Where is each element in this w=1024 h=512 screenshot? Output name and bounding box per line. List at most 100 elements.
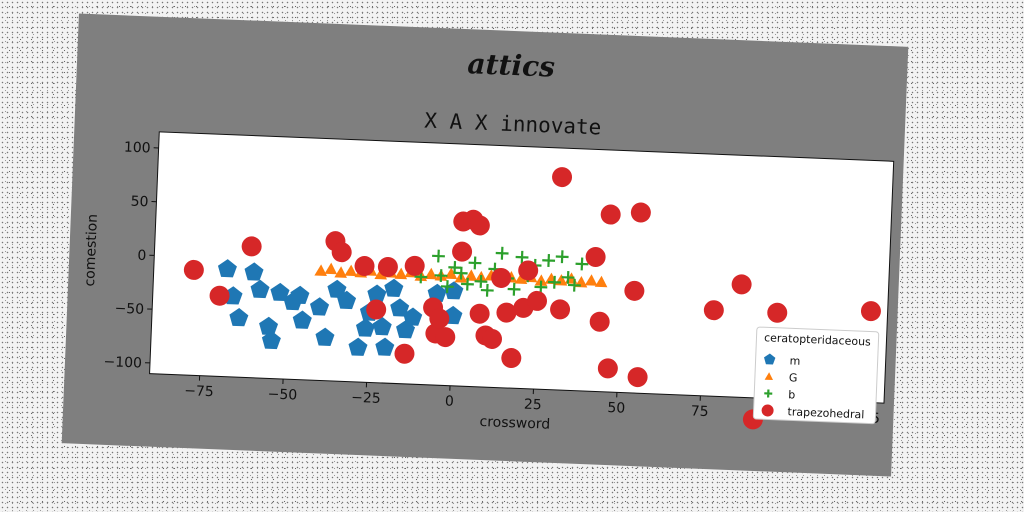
circle-marker <box>209 285 230 306</box>
plus-marker <box>561 270 575 284</box>
data-points <box>183 167 881 430</box>
pentagon-marker <box>261 330 281 350</box>
pentagon-marker <box>348 337 368 356</box>
circle-marker <box>550 299 571 320</box>
pentagon-marker <box>309 297 330 316</box>
triangle-marker <box>314 264 327 277</box>
triangle-marker <box>334 266 347 278</box>
x-tick-label: −50 <box>267 386 297 403</box>
circle-marker <box>404 255 425 276</box>
plus-marker <box>507 282 521 296</box>
circle-marker <box>429 308 450 329</box>
legend-label: m <box>789 354 800 367</box>
circle-marker <box>482 328 503 349</box>
triangle-marker <box>424 267 438 280</box>
plus-marker <box>448 261 462 274</box>
plus-marker <box>480 283 494 297</box>
circle-marker <box>761 404 774 417</box>
y-tick-label: 0 <box>137 248 147 264</box>
y-tick-label: −50 <box>114 301 144 318</box>
circle-marker <box>496 302 517 323</box>
circle-marker <box>589 311 610 332</box>
plus-marker <box>468 256 482 270</box>
plus-marker <box>440 280 454 294</box>
plus-marker <box>534 280 548 294</box>
x-tick-label: 0 <box>445 394 455 410</box>
x-tick-label: −75 <box>184 383 214 400</box>
pentagon-marker <box>259 316 279 336</box>
circle-marker <box>469 303 490 324</box>
pentagon-marker <box>764 353 776 365</box>
pentagon-marker <box>427 283 447 303</box>
legend: ceratopteridaceous mGb trapezohedral <box>752 326 880 425</box>
pentagon-marker <box>292 310 312 329</box>
scatter-chart: attics X A X innovate −75 −50 −25 0 25 50 75 10… <box>82 47 895 433</box>
plus-marker <box>575 257 589 271</box>
x-tick-label: −25 <box>351 390 381 407</box>
circle-marker <box>501 348 522 369</box>
plus-marker <box>555 250 569 264</box>
circle-marker <box>585 247 606 268</box>
triangle-marker <box>324 262 338 275</box>
pentagon-marker <box>290 285 310 305</box>
plus-marker <box>454 266 468 280</box>
pentagon-marker <box>372 317 392 336</box>
circle-marker <box>183 259 204 280</box>
legend-items: mGb trapezohedral <box>761 353 865 421</box>
circle-marker <box>452 241 473 262</box>
plus-marker <box>764 389 773 398</box>
circle-marker <box>624 280 645 301</box>
circle-marker <box>597 358 618 379</box>
circle-marker <box>600 204 621 225</box>
pentagon-marker <box>384 278 404 298</box>
triangle-marker <box>514 272 528 285</box>
circle-marker <box>435 327 456 348</box>
triangle-marker <box>764 372 774 381</box>
circle-marker <box>860 301 881 322</box>
x-axis-label: crossword <box>479 414 550 433</box>
triangle-marker <box>534 274 548 286</box>
legend-label: G <box>789 371 798 384</box>
chart-figure: attics X A X innovate −75 −50 −25 0 25 50 75 10… <box>61 13 909 477</box>
y-axis-ticks: 100 50 0 −50 −100 <box>103 140 159 372</box>
chart-title: X A X innovate <box>424 108 602 139</box>
y-tick-label: 50 <box>130 194 148 211</box>
plus-marker <box>434 269 448 282</box>
pentagon-marker <box>337 290 357 310</box>
circle-marker <box>394 343 415 364</box>
legend-label: trapezohedral <box>787 405 864 421</box>
plus-marker <box>548 275 561 289</box>
legend-box <box>752 326 880 425</box>
plus-marker <box>567 278 581 292</box>
circle-marker <box>377 256 398 277</box>
circle-marker <box>731 274 752 295</box>
pentagon-marker <box>355 318 375 337</box>
pentagon-marker <box>270 282 290 302</box>
pentagon-marker <box>315 327 335 346</box>
pentagon-marker <box>390 298 410 317</box>
circle-marker <box>491 267 512 288</box>
triangle-marker <box>344 264 358 277</box>
legend-title: ceratopteridaceous <box>764 331 871 348</box>
triangle-marker <box>594 275 608 288</box>
plus-marker <box>432 249 445 263</box>
circle-marker <box>366 299 387 320</box>
circle-marker <box>630 202 651 223</box>
circle-marker <box>241 236 262 257</box>
plus-marker <box>542 254 556 267</box>
y-tick-label: −100 <box>103 354 142 372</box>
circle-marker <box>552 167 573 188</box>
pentagon-marker <box>244 262 264 281</box>
pentagon-marker <box>327 279 347 299</box>
pentagon-marker <box>367 284 387 303</box>
x-tick-label: 25 <box>524 397 542 414</box>
x-tick-label: 50 <box>607 400 625 417</box>
triangle-marker <box>584 274 598 286</box>
legend-label: b <box>788 388 796 401</box>
triangle-marker <box>394 267 408 280</box>
circle-marker <box>703 300 724 321</box>
circle-marker <box>527 290 548 311</box>
pentagon-marker <box>250 279 270 299</box>
y-axis-label: comestion <box>82 214 101 287</box>
pentagon-marker <box>229 307 249 327</box>
